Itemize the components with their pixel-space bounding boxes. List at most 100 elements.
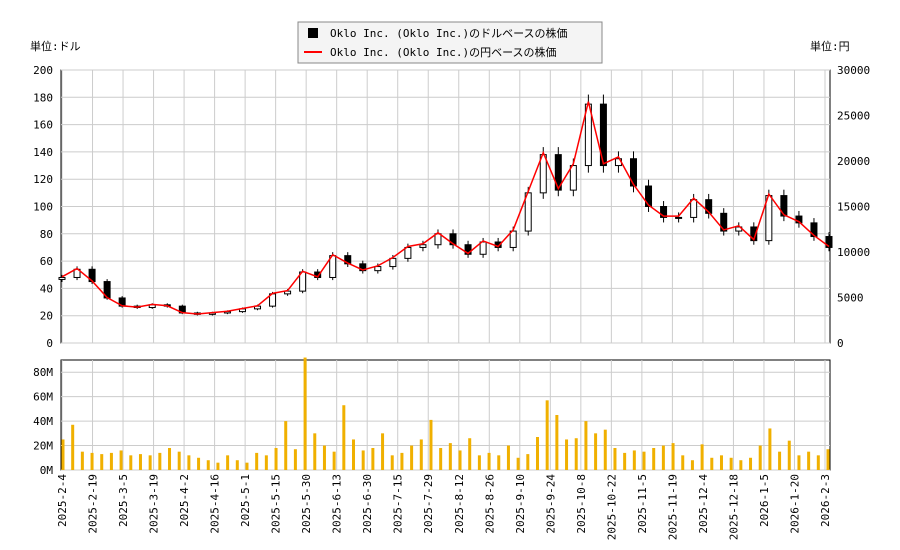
volume-bar [381, 433, 385, 470]
y-tick-label-left: 120 [33, 173, 53, 186]
volume-bar [390, 455, 394, 470]
volume-bar [313, 433, 317, 470]
y-tick-label-left: 60 [40, 255, 53, 268]
volume-bar [187, 455, 191, 470]
x-tick-label: 2025-7-29 [422, 474, 435, 534]
candle [569, 165, 577, 191]
y-tick-label-right: 20000 [837, 155, 870, 168]
volume-bar [293, 449, 297, 470]
candle [374, 266, 382, 272]
volume-tick-label: 0M [40, 464, 54, 477]
x-tick-label: 2025-5-1 [239, 474, 252, 527]
yen-price-line [61, 101, 830, 315]
candle [404, 246, 412, 259]
volume-bar [681, 455, 685, 470]
y-tick-label-right: 0 [837, 337, 844, 350]
volume-bar [623, 452, 627, 470]
y-tick-label-right: 15000 [837, 201, 870, 214]
x-tick-label: 2025-8-12 [453, 474, 466, 534]
volume-bar [216, 462, 220, 470]
volume-bar [332, 451, 336, 470]
volume-bar [235, 460, 239, 470]
x-tick-label: 2025-3-19 [148, 474, 161, 534]
volume-bar [90, 452, 94, 470]
candle [599, 103, 607, 167]
volume-bar [138, 454, 142, 470]
candle [750, 226, 758, 242]
y-tick-label-left: 200 [33, 64, 53, 77]
volume-bar [661, 445, 665, 470]
candle [554, 154, 562, 191]
volume-bar [158, 452, 162, 470]
volume-bar [826, 449, 830, 470]
candle [645, 185, 653, 207]
volume-bar [719, 455, 723, 470]
volume-bar [700, 444, 704, 470]
volume-bar [516, 457, 520, 470]
volume-bar [352, 439, 356, 470]
x-tick-label: 2025-6-13 [331, 474, 344, 534]
x-tick-label: 2025-11-5 [636, 474, 649, 534]
volume-bar [555, 415, 559, 470]
x-tick-label: 2025-2-4 [56, 474, 69, 527]
x-tick-label: 2025-9-10 [514, 474, 527, 534]
candle [810, 222, 818, 238]
candle [795, 215, 803, 224]
volume-bar [807, 451, 811, 470]
candle [434, 233, 442, 246]
volume-bar [565, 439, 569, 470]
volume-bar [758, 445, 762, 470]
candle [58, 276, 66, 280]
candle [660, 206, 668, 218]
candle [539, 154, 547, 194]
x-tick-label: 2025-9-24 [544, 474, 557, 534]
volume-bar [768, 428, 772, 470]
candle [629, 158, 637, 187]
volume-bar [458, 450, 462, 470]
x-tick-label: 2025-3-5 [117, 474, 130, 527]
volume-bar [129, 455, 133, 470]
volume-bar [574, 438, 578, 470]
volume-bar [80, 451, 84, 470]
y-tick-label-right: 25000 [837, 110, 870, 123]
volume-bar [264, 455, 268, 470]
volume-bar [168, 448, 172, 470]
candle [675, 216, 683, 219]
left-axis-unit: 単位:ドル [30, 39, 81, 53]
candle [780, 195, 788, 217]
y-tick-label-left: 40 [40, 282, 53, 295]
x-tick-label: 2025-2-19 [87, 474, 100, 534]
x-tick-label: 2026-1-20 [788, 474, 801, 534]
x-tick-label: 2025-7-15 [392, 474, 405, 534]
volume-tick-label: 40M [33, 415, 53, 428]
y-tick-label-left: 160 [33, 119, 53, 132]
volume-bar [584, 421, 588, 470]
volume-bar [778, 451, 782, 470]
volume-bar [100, 454, 104, 470]
x-tick-label: 2025-12-18 [727, 474, 740, 540]
candle [449, 233, 457, 246]
candle [690, 199, 698, 218]
volume-bar [642, 451, 646, 470]
volume-bar [477, 455, 481, 470]
legend-yen-label: Oklo Inc. (Oklo Inc.)の円ベースの株価 [330, 45, 557, 59]
volume-bar [226, 455, 230, 470]
x-tick-label: 2026-2-3 [819, 474, 832, 527]
volume-bar [729, 457, 733, 470]
volume-bar [468, 438, 472, 470]
legend: Oklo Inc. (Oklo Inc.)のドルベースの株価 Oklo Inc.… [297, 21, 603, 64]
x-tick-label: 2025-5-30 [300, 474, 313, 534]
volume-bar [749, 457, 753, 470]
volume-bar [710, 457, 714, 470]
volume-tick-label: 80M [33, 366, 53, 379]
volume-plot-frame [60, 359, 831, 471]
volume-bar [690, 460, 694, 470]
y-tick-label-right: 5000 [837, 292, 864, 305]
volume-bar [797, 455, 801, 470]
volume-bar [787, 440, 791, 470]
x-tick-label: 2025-6-30 [361, 474, 374, 534]
x-tick-label: 2026-1-5 [758, 474, 771, 527]
y-tick-label-right: 10000 [837, 246, 870, 259]
volume-bar [652, 448, 656, 470]
